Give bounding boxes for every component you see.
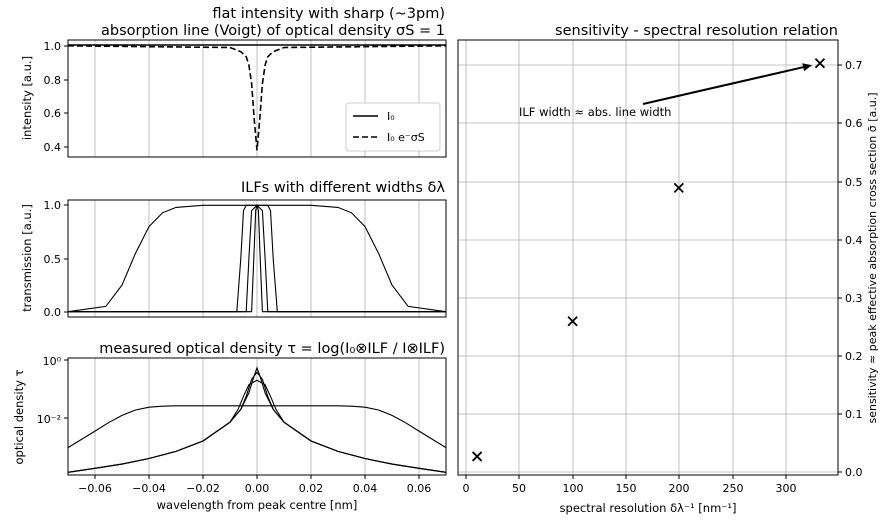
panel-d-ytick-label: 0.3 (845, 292, 863, 305)
panel-b-ytick-label: 0.0 (44, 306, 62, 319)
panel-d-xlabel: spectral resolution δλ⁻¹ [nm⁻¹] (560, 501, 737, 515)
panel-d-xtick-label: 50 (512, 482, 526, 495)
panel-c-yticks: 10⁰ 10⁻² (37, 355, 68, 426)
panel-d-ytick-label: 0.4 (845, 234, 863, 247)
panel-c-xlabel: wavelength from peak centre [nm] (157, 498, 358, 512)
panel-d-annotation-arrow (642, 66, 804, 105)
panel-c-xtick-label: 0.04 (353, 482, 378, 495)
legend-entry-i0: I₀ (387, 110, 395, 123)
panel-d-xtick-label: 250 (723, 482, 744, 495)
panel-d-ytick-label: 0.2 (845, 350, 863, 363)
panel-c-od-medium (67, 379, 447, 473)
panel-c-ylabel: optical density τ (12, 369, 26, 464)
panel-c-ytick-label: 10⁻² (37, 413, 61, 426)
panel-b-ylabel: transmission [a.u.] (20, 204, 34, 312)
panel-a-title-line1: flat intensity with sharp (~3pm) (212, 6, 445, 22)
panel-d-annotation-arrowhead (802, 63, 812, 72)
legend-entry-absorbed: I₀ e⁻σS (387, 131, 425, 144)
panel-d-title: sensitivity - spectral resolution relati… (555, 23, 838, 39)
panel-b-ytick-label: 1.0 (44, 199, 62, 212)
panel-d-xtick-label: 200 (669, 482, 690, 495)
panel-a-ytick-label: 0.6 (44, 107, 62, 120)
panel-b-ilf-narrowest (68, 205, 446, 313)
panel-d-xticks: 0 50 100 150 200 250 300 (463, 475, 797, 495)
panel-d-ytick-label: 0.6 (845, 117, 863, 130)
panel-a-ytick-label: 0.8 (44, 74, 62, 87)
panel-d-annotation: ILF width ≈ abs. line width (519, 105, 671, 119)
panel-b-title: ILFs with different widths δλ (241, 180, 445, 196)
panel-c-xticks: −0.06 −0.04 −0.02 0.00 0.02 0.04 0.06 (78, 475, 431, 495)
panel-c-ytick-label: 10⁰ (43, 355, 62, 368)
panel-c-od-wide (67, 405, 447, 449)
panel-a-grid (94, 40, 420, 157)
panel-d-ylabel: sensitivity ≈ peak effective absorption … (866, 92, 879, 423)
panel-b-yticks: 1.0 0.5 0.0 (44, 199, 68, 319)
panel-c-xtick-label: 0.00 (245, 482, 270, 495)
panel-c-xtick-label: −0.02 (186, 482, 220, 495)
scatter-point (814, 58, 826, 69)
panel-d-ytick-label: 0.5 (845, 176, 863, 189)
panel-c-xtick-label: −0.04 (132, 482, 166, 495)
panel-a-frame (67, 39, 447, 158)
scatter-point (471, 451, 483, 462)
panel-a-title-line2: absorption line (Voigt) of optical densi… (101, 23, 445, 39)
panel-d-ytick-label: 0.7 (845, 59, 863, 72)
panel-d-yticks: 0.0 0.1 0.2 0.3 0.4 0.5 0.6 0.7 (838, 59, 863, 479)
panel-a-legend: I₀ I₀ e⁻σS (345, 102, 441, 152)
panel-a-ylabel: intensity [a.u.] (20, 56, 34, 140)
panel-d-xtick-label: 0 (463, 482, 470, 495)
panel-b-grid (94, 200, 420, 317)
scatter-point (567, 316, 578, 327)
panel-b-ytick-label: 0.5 (44, 253, 62, 266)
panel-a-yticks: 1.0 0.8 0.6 0.4 (44, 40, 68, 154)
panel-c-title: measured optical density τ = log(I₀⊗ILF … (99, 341, 445, 357)
panel-c-xtick-label: 0.02 (299, 482, 324, 495)
panel-d-grid (458, 40, 838, 475)
scatter-point (673, 182, 684, 194)
panel-a-ytick-label: 0.4 (44, 141, 62, 154)
panel-d-ytick-label: 0.1 (845, 408, 863, 421)
panel-c-xtick-label: 0.06 (407, 482, 432, 495)
panel-a-line-absorbed (67, 45, 447, 151)
panel-a-ytick-label: 1.0 (44, 40, 62, 53)
panel-d-xtick-label: 150 (616, 482, 637, 495)
panel-d-frame (457, 39, 839, 476)
panel-c-grid (94, 358, 420, 475)
panel-d-ytick-label: 0.0 (845, 466, 863, 479)
panel-d-xtick-label: 100 (563, 482, 584, 495)
panel-c-xtick-label: −0.06 (78, 482, 112, 495)
panel-d-xtick-label: 300 (776, 482, 797, 495)
panel-d-markers (471, 58, 826, 462)
